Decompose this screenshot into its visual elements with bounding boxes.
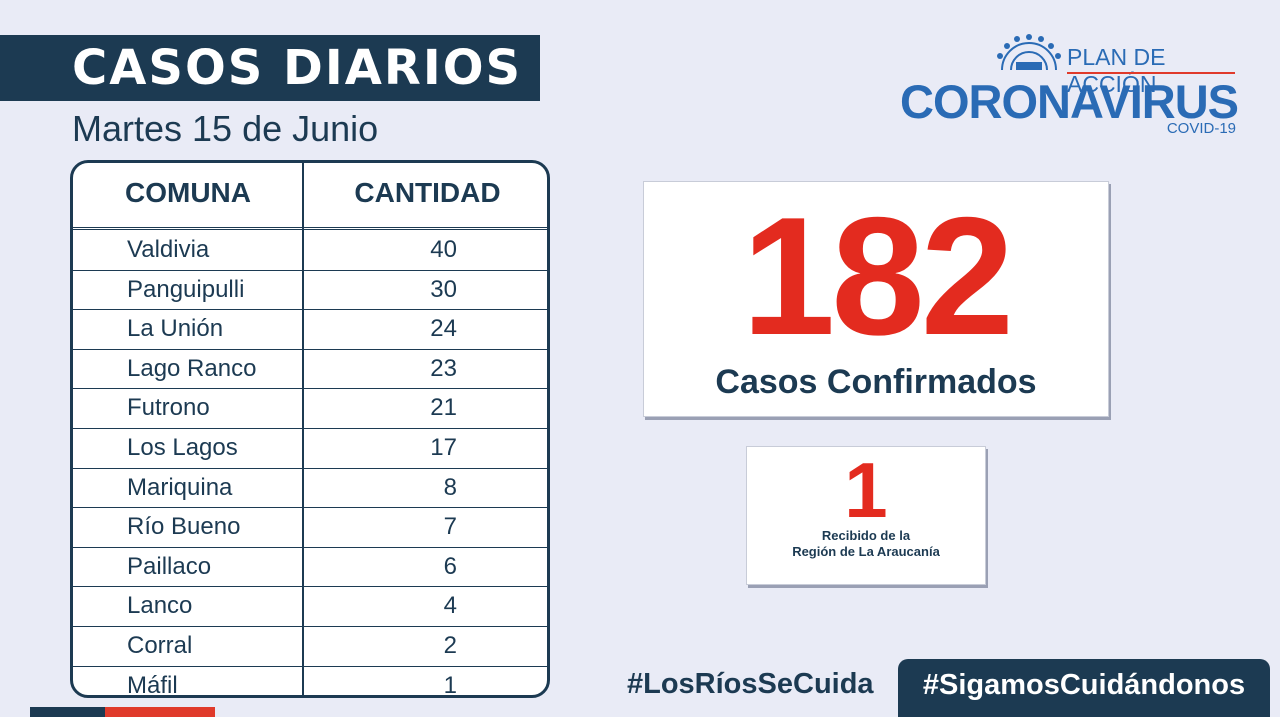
- cantidad-cell: 2: [443, 631, 457, 659]
- comuna-cell: Mariquina: [127, 473, 233, 501]
- footer-bar-blue: [30, 707, 105, 717]
- comuna-cell: Futrono: [127, 394, 210, 422]
- page-title: CASOS DIARIOS: [72, 40, 523, 96]
- table-header: COMUNA CANTIDAD: [73, 163, 547, 230]
- confirmed-cases-card: 182 Casos Confirmados: [643, 181, 1109, 417]
- footer-bar-red: [105, 707, 215, 717]
- column-separator: [302, 163, 304, 695]
- hashtag-los-rios: #LosRíosSeCuida: [627, 668, 874, 700]
- cantidad-cell: 8: [443, 473, 457, 501]
- table-row: Lanco 4: [73, 587, 547, 627]
- cantidad-cell: 23: [430, 354, 457, 382]
- logo-main-text: CORONAVIRUS: [900, 75, 1239, 128]
- cantidad-cell: 21: [430, 394, 457, 422]
- received-label-line1: Recibido de la: [821, 528, 911, 543]
- table-row: Mariquina 8: [73, 469, 547, 509]
- cantidad-cell: 1: [443, 671, 457, 698]
- table-row: Los Lagos 17: [73, 429, 547, 469]
- cantidad-cell: 40: [430, 236, 457, 263]
- comuna-cell: Río Bueno: [127, 513, 241, 541]
- comuna-cell: Panguipulli: [127, 275, 245, 303]
- comuna-cell: Lanco: [127, 592, 193, 620]
- received-label-line2: Región de La Araucanía: [792, 544, 940, 559]
- comuna-cell: Lago Ranco: [127, 354, 257, 382]
- confirmed-count: 182: [741, 182, 1014, 370]
- comuna-cell: Los Lagos: [127, 433, 238, 461]
- confirmed-label: Casos Confirmados: [715, 363, 1037, 401]
- hashtag-banner: #SigamosCuidándonos: [898, 659, 1270, 717]
- table-row: Corral 2: [73, 627, 547, 667]
- table-row: Valdivia 40: [73, 231, 547, 271]
- table-row: Panguipulli 30: [73, 271, 547, 311]
- table-row: Futrono 21: [73, 389, 547, 429]
- cantidad-cell: 7: [443, 513, 457, 541]
- date-subtitle: Martes 15 de Junio: [72, 108, 379, 149]
- received-label: Recibido de la Región de La Araucanía: [746, 528, 986, 560]
- title-banner: CASOS DIARIOS: [0, 35, 540, 101]
- table-row: Máfil 1: [73, 667, 547, 698]
- header-comuna: COMUNA: [125, 177, 251, 208]
- table-body: Valdivia 40 Panguipulli 30 La Unión 24 Lago…: [73, 231, 547, 698]
- cantidad-cell: 30: [430, 275, 457, 303]
- comuna-cell: La Unión: [127, 315, 224, 343]
- logo-plan-text: PLAN DE ACCIÓN: [1067, 44, 1166, 97]
- table-row: Río Bueno 7: [73, 508, 547, 548]
- cantidad-cell: 24: [430, 315, 457, 343]
- comuna-cell: Corral: [127, 631, 193, 659]
- cantidad-cell: 6: [443, 552, 457, 580]
- received-count: 1: [844, 446, 888, 534]
- received-cases-card: 1 Recibido de la Región de La Araucanía: [746, 446, 986, 585]
- header-cantidad: CANTIDAD: [354, 177, 501, 208]
- hashtag-sigamos: #SigamosCuidándonos: [922, 669, 1246, 701]
- cantidad-cell: 4: [443, 592, 457, 620]
- table-row: La Unión 24: [73, 310, 547, 350]
- logo-divider: [1067, 72, 1235, 74]
- table-row: Paillaco 6: [73, 548, 547, 588]
- logo-sub-text: COVID-19: [1166, 120, 1236, 137]
- comuna-cell: Máfil: [127, 671, 178, 698]
- cases-table: COMUNA CANTIDAD Valdivia 40 Panguipulli 30…: [70, 160, 550, 698]
- table-row: Lago Ranco 23: [73, 350, 547, 390]
- comuna-cell: Paillaco: [127, 552, 212, 580]
- cantidad-cell: 17: [430, 433, 457, 461]
- coronavirus-plan-logo: PLAN DE ACCIÓN CORONAVIRUS COVID-19: [900, 34, 1240, 144]
- coronavirus-icon: [997, 34, 1061, 71]
- comuna-cell: Valdivia: [127, 236, 210, 263]
